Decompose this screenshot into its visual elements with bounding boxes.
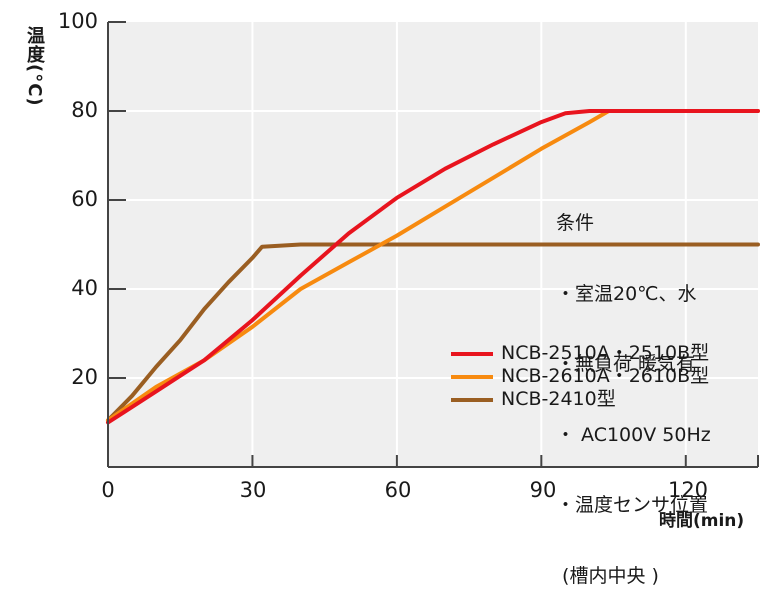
y-tick-label: 100 [57,9,98,33]
legend-item: NCB-2410型 [451,388,709,411]
x-tick-label: 30 [239,478,267,502]
condition-line: ・無負荷 暖気有 [556,353,696,375]
series-line [106,109,760,425]
x-tick-label: 120 [667,478,709,502]
legend-swatch-orange [451,374,493,379]
condition-line: ・温度センサ位置 [556,494,709,516]
legend-label: NCB-2510A・2510B型 [501,342,710,364]
line-chart [106,21,760,468]
legend-item: NCB-2610A・2610B型 [451,365,709,388]
y-axis-label: 温度(°C) [24,26,45,107]
x-tick-label: 0 [101,478,115,502]
series-lines [106,109,760,425]
legend-label: NCB-2610A・2610B型 [501,365,710,387]
legend-swatch-brown [451,397,493,402]
series-line [106,242,760,423]
y-tick-label: 80 [71,98,98,122]
legend: NCB-2510A・2510B型 NCB-2610A・2610B型 NCB-24… [451,342,709,411]
legend-item: NCB-2510A・2510B型 [451,342,709,365]
y-tick-label: 20 [71,365,98,389]
x-axis-label: 時間(min) [659,511,745,531]
y-tick-label: 40 [71,276,98,300]
legend-label: NCB-2410型 [501,388,616,410]
x-tick-label: 60 [384,478,412,502]
conditions-title: 条件 [556,212,595,234]
condition-line: (槽内中央 ) [556,564,659,587]
condition-line: ・ AC100V 50Hz [556,423,711,446]
x-tick-label: 90 [529,478,557,502]
axes [107,21,759,468]
legend-swatch-red [451,351,493,356]
condition-line: ・室温20℃、水 [556,282,697,305]
y-tick-label: 60 [71,187,98,211]
